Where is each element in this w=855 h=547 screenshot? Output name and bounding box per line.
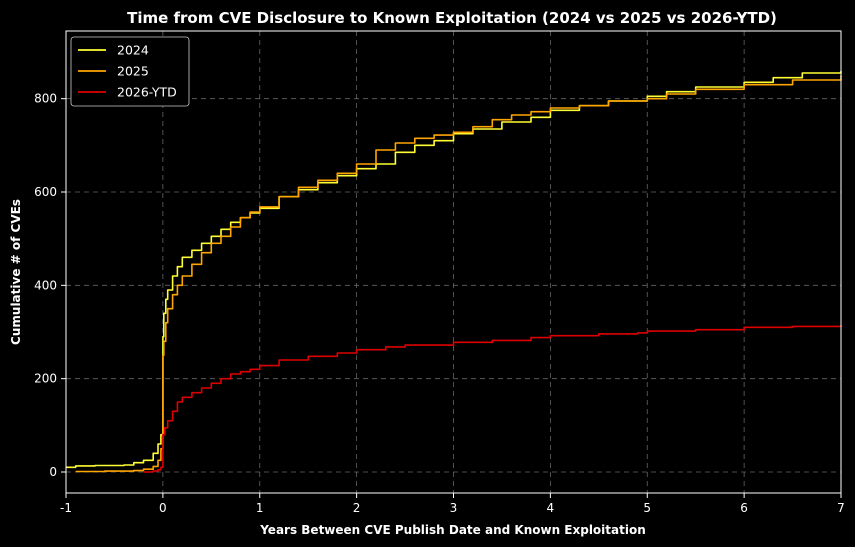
x-tick-label: 0 [159, 501, 167, 515]
series-layer [66, 70, 842, 473]
legend-label: 2026-YTD [117, 85, 177, 100]
y-axis-label: Cumulative # of CVEs [9, 199, 23, 345]
legend-box [70, 36, 190, 107]
x-tick-label: 6 [740, 501, 748, 515]
chart-title: Time from CVE Disclosure to Known Exploi… [127, 9, 777, 27]
x-tick-label: 2 [353, 501, 361, 515]
y-tick-label: 400 [34, 278, 57, 292]
y-axis-ticks: 0 200 400 600 800 [34, 92, 66, 479]
x-axis-label: Years Between CVE Publish Date and Known… [259, 523, 646, 537]
y-tick-label: 200 [34, 372, 57, 386]
series-line-2025 [75, 75, 842, 473]
x-tick-label: 3 [450, 501, 458, 515]
legend: 2024 2025 2026-YTD [70, 36, 190, 107]
series-line-2026-YTD [143, 325, 842, 473]
x-tick-label: 1 [256, 501, 264, 515]
x-tick-label: 7 [837, 501, 845, 515]
x-tick-label: 5 [643, 501, 651, 515]
y-tick-label: 800 [34, 92, 57, 106]
legend-label: 2024 [117, 43, 149, 58]
x-tick-label: -1 [60, 501, 72, 515]
legend-label: 2025 [117, 64, 149, 79]
y-tick-label: 0 [49, 465, 57, 479]
x-axis-ticks: -1 0 1 2 3 4 5 6 7 [60, 493, 845, 515]
x-tick-label: 4 [547, 501, 555, 515]
y-tick-label: 600 [34, 185, 57, 199]
